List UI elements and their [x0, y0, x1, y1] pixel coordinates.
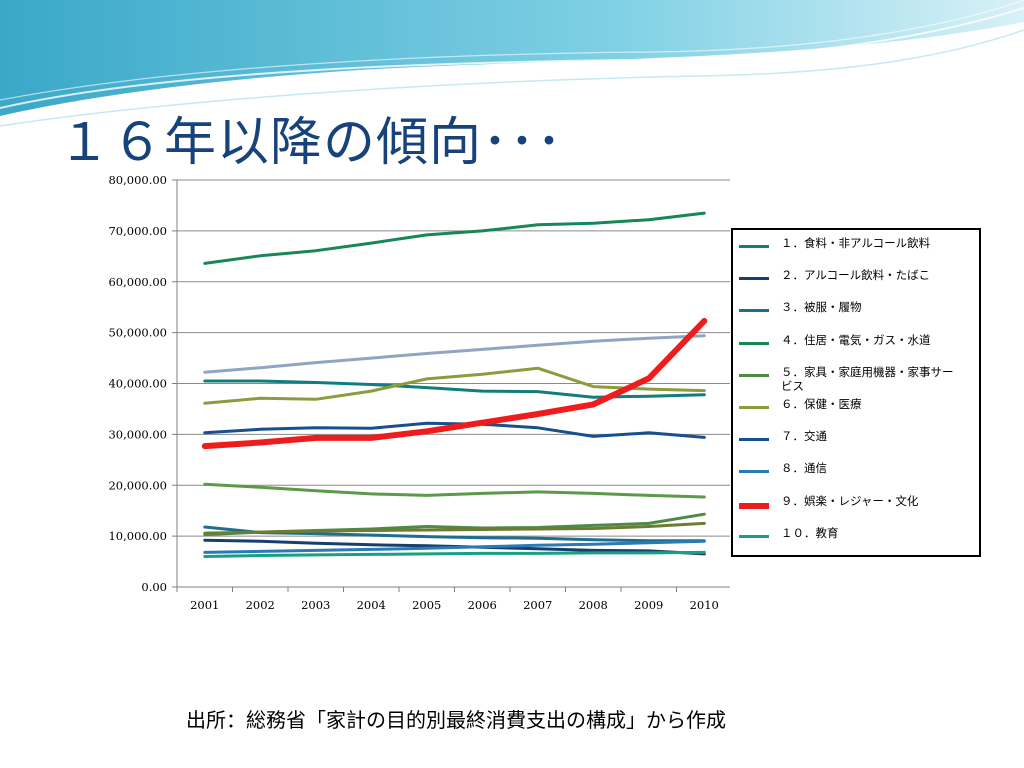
legend-swatch: [739, 309, 769, 313]
wave-line: [0, 0, 1024, 101]
series-line: [203, 525, 706, 543]
series-line: [203, 421, 706, 439]
legend-label: １．食料・非アルコール飲料: [781, 236, 931, 250]
legend-swatch: [739, 438, 769, 442]
y-tick-label: 30,000.00: [108, 427, 167, 441]
series-line: [203, 211, 706, 265]
x-tick-label: 2002: [246, 598, 275, 612]
legend-swatch: [739, 534, 769, 538]
line-chart: 0.00 10,000.00 20,000.00 30,000.00 40,000.00…: [108, 173, 730, 612]
legend-label: ６．保健・医療: [781, 397, 862, 411]
x-tick-label: 2006: [468, 598, 497, 612]
y-tick-label: 10,000.00: [108, 529, 167, 543]
series-line: [203, 521, 706, 535]
y-tick-label: 40,000.00: [108, 377, 167, 391]
x-tick-label: 2010: [690, 598, 719, 612]
legend-item: ３．被服・履物: [739, 300, 981, 320]
legend-label: ７．交通: [781, 429, 827, 444]
legend-item: ５．家具・家庭用機器・家事サービス: [739, 365, 959, 393]
series-line: [201, 317, 708, 450]
wave-line: [0, 29, 1024, 127]
legend-label: １０．教育: [781, 525, 839, 540]
legend-item: ２．アルコール飲料・たばこ: [739, 268, 981, 288]
y-tick-label: 80,000.00: [108, 173, 167, 187]
legend-label: ４．住居・電気・ガス・水道: [781, 332, 931, 347]
legend-swatch: [739, 373, 769, 377]
legend-label: ９．娯楽・レジャー・文化: [781, 493, 919, 508]
wave-band: [0, 0, 1024, 116]
y-tick-label: 60,000.00: [108, 275, 167, 289]
x-tick-label: 2009: [634, 598, 663, 612]
source-note: 出所：総務省「家計の目的別最終消費支出の構成」から作成: [186, 708, 726, 732]
x-tick-label: 2003: [301, 598, 330, 612]
legend-label: ５．家具・家庭用機器・家事サービス: [781, 364, 954, 393]
series-line: [203, 366, 706, 405]
y-tick-label: 50,000.00: [108, 326, 167, 340]
legend-swatch: [739, 502, 769, 509]
legend-label: ２．アルコール飲料・たばこ: [781, 268, 931, 283]
legend-swatch: [739, 277, 769, 281]
x-tick-label: 2004: [357, 598, 386, 612]
y-tick-label: 70,000.00: [108, 224, 167, 238]
x-tick-label: 2007: [523, 598, 552, 612]
legend-label: ８．通信: [781, 461, 827, 476]
legend-swatch: [739, 406, 769, 409]
series-line: [203, 334, 706, 374]
legend-item: ６．保健・医療: [739, 397, 981, 417]
series-line: [203, 539, 706, 554]
chart-series: [201, 211, 708, 558]
x-tick-label: 2008: [579, 598, 608, 612]
legend-item: ４．住居・電気・ガス・水道: [739, 333, 981, 353]
legend-item: １．食料・非アルコール飲料: [739, 236, 981, 256]
series-line: [203, 482, 706, 499]
wave-line: [0, 7, 1024, 109]
slide-title: １６年以降の傾向･･･: [58, 113, 564, 173]
x-axis-ticks: 2001 2002 2003 2004 2005 2006 2007 2008 2009 2010: [176, 587, 719, 612]
chart-legend: １．食料・非アルコール飲料 ２．アルコール飲料・たばこ ３．被服・履物 ４．住居・電気…: [731, 228, 981, 557]
series-line: [203, 379, 706, 399]
header-wave-decoration: [0, 0, 1024, 127]
legend-item: ８．通信: [739, 461, 981, 481]
legend-item: ７．交通: [739, 429, 981, 449]
legend-label: ３．被服・履物: [781, 300, 862, 315]
legend-item: ９．娯楽・レジャー・文化: [739, 494, 981, 514]
x-tick-label: 2001: [190, 598, 219, 612]
legend-item: １０．教育: [739, 526, 981, 546]
y-axis-ticks: 0.00 10,000.00 20,000.00 30,000.00 40,000.00…: [108, 173, 177, 594]
legend-swatch: [739, 470, 769, 474]
x-tick-label: 2005: [412, 598, 441, 612]
y-tick-label: 0.00: [141, 580, 167, 594]
series-line: [203, 550, 706, 558]
legend-swatch: [739, 341, 769, 345]
legend-swatch: [739, 245, 769, 248]
y-tick-label: 20,000.00: [108, 478, 167, 492]
